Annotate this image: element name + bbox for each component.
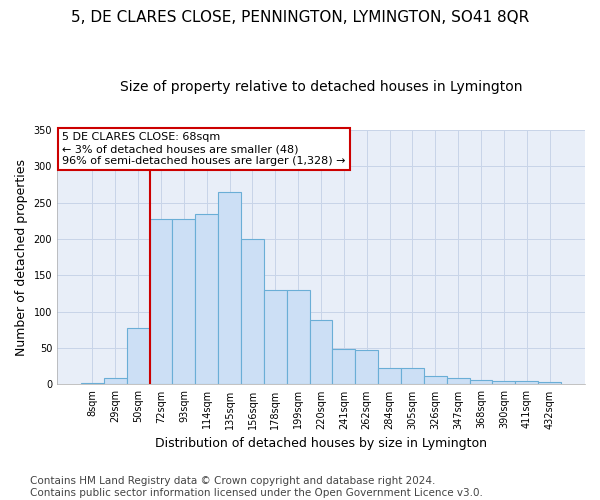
Bar	[196, 214, 218, 384]
Bar	[355, 350, 378, 384]
Bar	[264, 290, 287, 384]
Bar	[493, 381, 515, 384]
Text: 5 DE CLARES CLOSE: 68sqm
← 3% of detached houses are smaller (48)
96% of semi-de: 5 DE CLARES CLOSE: 68sqm ← 3% of detache…	[62, 132, 346, 166]
Bar	[172, 218, 196, 384]
Bar	[218, 192, 241, 384]
Bar	[401, 368, 424, 384]
Bar	[332, 349, 355, 384]
Bar	[538, 382, 561, 384]
Bar	[470, 380, 493, 384]
Bar	[149, 220, 172, 384]
Title: Size of property relative to detached houses in Lymington: Size of property relative to detached ho…	[120, 80, 522, 94]
Bar	[81, 383, 104, 384]
Bar	[515, 381, 538, 384]
Bar	[104, 378, 127, 384]
Bar	[310, 320, 332, 384]
Text: 5, DE CLARES CLOSE, PENNINGTON, LYMINGTON, SO41 8QR: 5, DE CLARES CLOSE, PENNINGTON, LYMINGTO…	[71, 10, 529, 25]
X-axis label: Distribution of detached houses by size in Lymington: Distribution of detached houses by size …	[155, 437, 487, 450]
Y-axis label: Number of detached properties: Number of detached properties	[15, 158, 28, 356]
Bar	[127, 328, 149, 384]
Bar	[447, 378, 470, 384]
Bar	[287, 290, 310, 384]
Text: Contains HM Land Registry data © Crown copyright and database right 2024.
Contai: Contains HM Land Registry data © Crown c…	[30, 476, 483, 498]
Bar	[241, 239, 264, 384]
Bar	[424, 376, 447, 384]
Bar	[378, 368, 401, 384]
